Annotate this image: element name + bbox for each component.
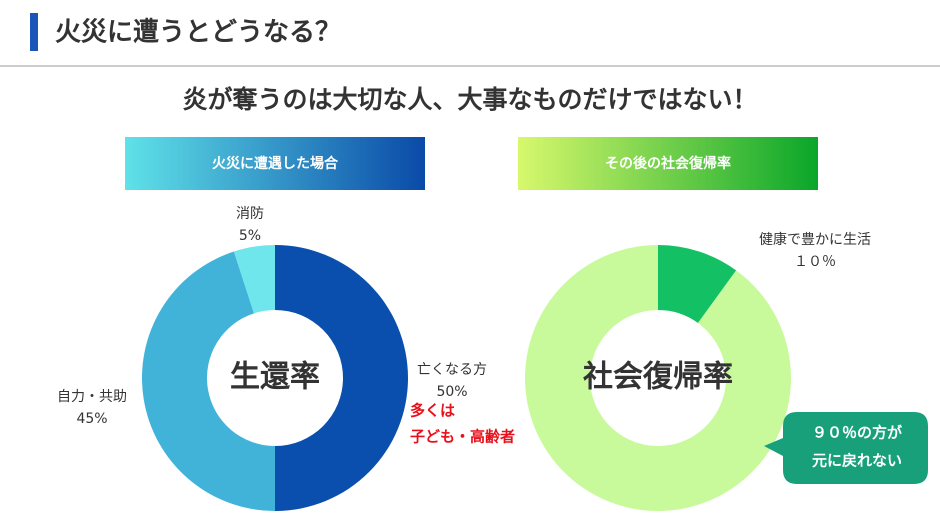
page-title: 火災に遭うとどうなる？ <box>55 18 341 48</box>
donut-segment <box>142 251 275 511</box>
segment-label: 亡くなる方 <box>417 362 487 378</box>
annotation: 多くは <box>410 402 455 420</box>
donut-segment <box>275 245 408 511</box>
segment-label: 健康で豊かに生活 <box>759 231 871 248</box>
annotation: 子ども・高齢者 <box>410 428 515 446</box>
center-label: 社会復帰率 <box>583 360 733 395</box>
banner-label: 火災に遭遇した場合 <box>212 155 339 172</box>
annotation: 元に戻れない <box>812 452 902 470</box>
value-label: 45% <box>76 411 107 427</box>
segment-label: 消防 <box>236 206 264 222</box>
donut-segment <box>658 245 737 323</box>
annotation: ９０％の方が <box>812 424 903 442</box>
banner-label: その後の社会復帰率 <box>605 155 731 172</box>
value-label: 5% <box>239 228 261 244</box>
value-label: １０％ <box>794 254 836 270</box>
subtitle: 炎が奪うのは大切な人、大事なものだけではない！ <box>182 85 757 114</box>
donut-segment <box>525 245 792 512</box>
segment-label: 自力・共助 <box>57 389 127 405</box>
title-bar <box>30 13 38 51</box>
donut-segment <box>233 245 275 314</box>
banner <box>518 137 818 190</box>
center-label: 生還率 <box>230 360 320 395</box>
value-label: 50% <box>436 384 467 400</box>
callout-bubble <box>764 412 928 484</box>
banner <box>125 137 425 190</box>
